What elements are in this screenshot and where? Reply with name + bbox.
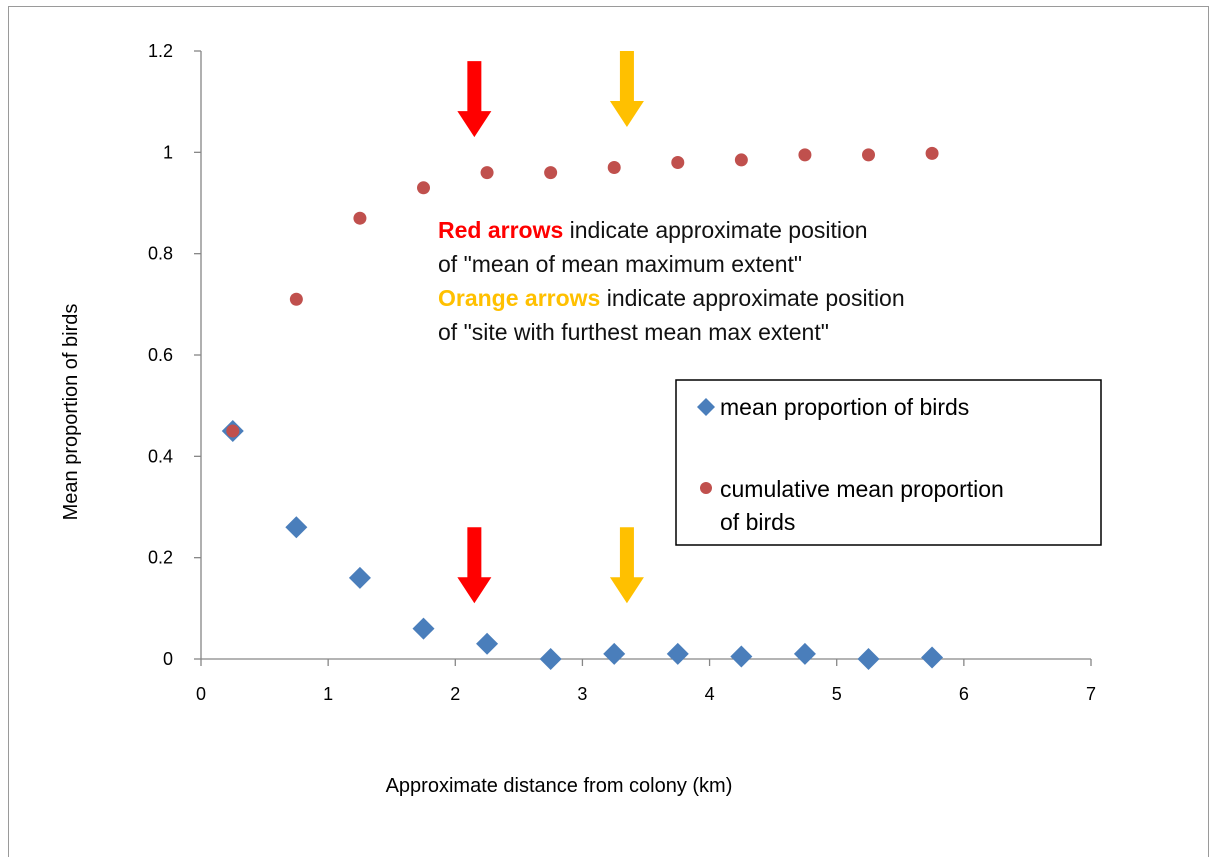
- series-1-point: [921, 646, 944, 669]
- series-1-point: [348, 566, 371, 589]
- annotation-line: Red arrows indicate approximate position: [438, 217, 868, 243]
- series-1-point: [666, 642, 689, 665]
- series-2-point: [671, 155, 685, 169]
- series-1-point: [730, 645, 753, 668]
- x-tick-label: 2: [450, 684, 460, 704]
- y-axis-title: Mean proportion of birds: [60, 304, 82, 521]
- y-tick-label: 0.4: [148, 446, 173, 466]
- series-1-point: [285, 516, 308, 539]
- series-2-point: [226, 424, 240, 438]
- axes: 0 1 2 3 4 5 6 7 0 0.2 0.4 0.6 0.8 1 1.2: [148, 41, 1096, 704]
- series-2-point: [862, 148, 875, 162]
- series-2-point: [289, 292, 303, 306]
- series-2-point: [925, 146, 939, 160]
- legend-box: [675, 379, 1102, 546]
- annotation-text-span: indicate approximate position: [563, 217, 867, 243]
- series-1-point: [539, 648, 562, 670]
- down-arrow-icon: [457, 527, 492, 604]
- arrows-layer: [457, 51, 644, 604]
- down-arrow-icon: [609, 51, 644, 127]
- x-axis-title: Approximate distance from colony (km): [386, 775, 733, 797]
- annotation-text: Red arrows indicate approximate position…: [438, 217, 905, 345]
- points-layer: [221, 146, 944, 670]
- y-tick-label: 0.2: [148, 548, 173, 568]
- x-tick-label: 0: [196, 684, 206, 704]
- x-tick-label: 5: [832, 684, 842, 704]
- x-tick-label: 1: [323, 684, 333, 704]
- annotation-line: of "site with furthest mean max extent": [438, 319, 829, 345]
- annotation-highlight: Red arrows: [438, 217, 563, 243]
- legend-series-2-marker: [700, 482, 712, 494]
- annotation-text-span: of "site with furthest mean max extent": [438, 319, 829, 345]
- annotation-highlight: Orange arrows: [438, 285, 600, 311]
- series-2-point: [798, 148, 812, 162]
- series-1-point: [412, 617, 435, 640]
- x-tick-label: 4: [705, 684, 715, 704]
- y-tick-label: 0.6: [148, 345, 173, 365]
- y-tick-label: 1.2: [148, 41, 173, 61]
- x-tick-label: 6: [959, 684, 969, 704]
- series-2-point: [417, 181, 430, 195]
- annotation-line: of "mean of mean maximum extent": [438, 251, 802, 277]
- down-arrow-icon: [457, 61, 492, 138]
- x-tick-label: 7: [1086, 684, 1096, 704]
- legend-series-1-label: mean proportion of birds: [720, 394, 969, 420]
- y-tick-label: 0.8: [148, 244, 173, 264]
- annotation-text-span: of "mean of mean maximum extent": [438, 251, 802, 277]
- series-2-point: [480, 166, 494, 180]
- annotation-line: Orange arrows indicate approximate posit…: [438, 285, 905, 311]
- series-1-point: [793, 642, 816, 665]
- series-2-point: [544, 166, 558, 180]
- series-2-point: [607, 161, 621, 175]
- down-arrow-icon: [609, 527, 644, 604]
- legend-series-1-marker: [697, 398, 715, 416]
- annotation-text-span: indicate approximate position: [600, 285, 904, 311]
- y-tick-label: 0: [163, 649, 173, 669]
- x-tick-label: 3: [577, 684, 587, 704]
- y-tick-label: 1: [163, 142, 173, 162]
- series-1-point: [857, 648, 880, 670]
- legend-series-2-label: cumulative mean proportion: [720, 476, 1004, 502]
- series-1-point: [476, 632, 499, 655]
- legend-series-2-label: of birds: [720, 509, 795, 535]
- series-2-point: [734, 153, 748, 167]
- series-1-point: [603, 642, 626, 665]
- series-2-point: [353, 211, 367, 225]
- legend: mean proportion of birds cumulative mean …: [675, 379, 1102, 546]
